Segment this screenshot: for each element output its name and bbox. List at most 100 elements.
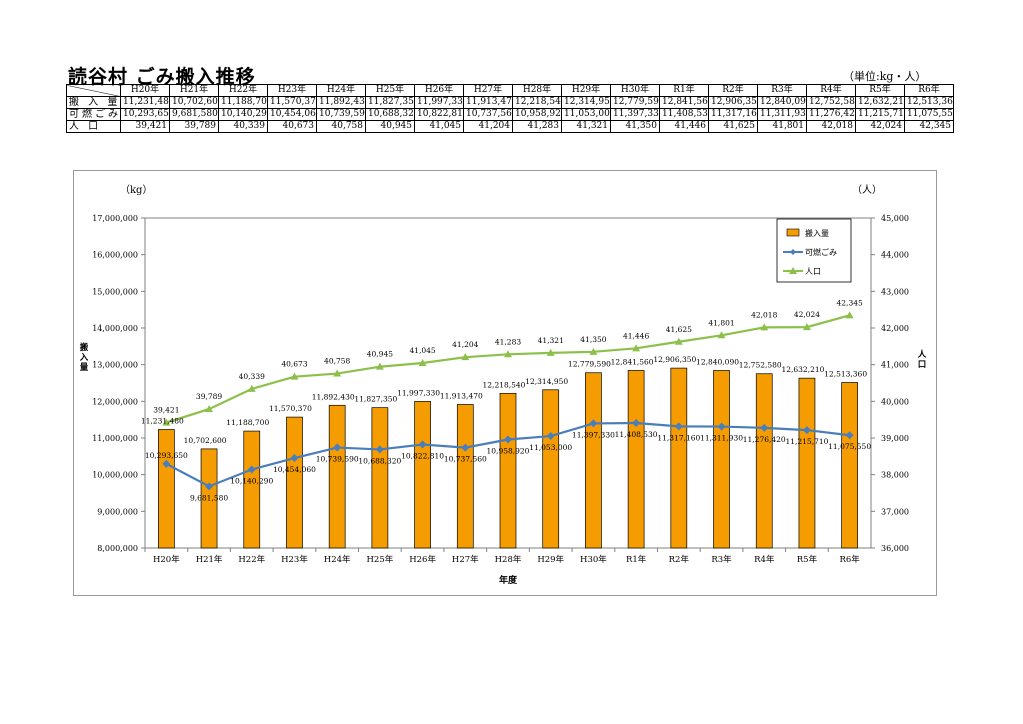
combo-chart: 8,000,000 9,000,000 10,000,000 11,000,000 12… (79, 184, 927, 586)
population-data-label: 42,018 (751, 310, 777, 319)
x-tick-label: R6年 (839, 554, 860, 565)
bar-data-label: 12,841,560 (611, 357, 654, 366)
table-year-header: R4年 (806, 84, 856, 97)
table-year-header: H23年 (267, 84, 317, 97)
point-人口 (461, 353, 470, 361)
table-year-header: R2年 (708, 84, 758, 97)
point-可燃ごみ (845, 431, 854, 440)
table-row-label: 可燃ごみ (66, 108, 121, 121)
bar-data-label: 12,840,090 (696, 358, 739, 367)
bar-R3年 (713, 370, 730, 549)
table-year-header: H28年 (512, 84, 562, 97)
left-tick-label: 14,000,000 (92, 324, 138, 333)
table-year-header: H30年 (610, 84, 660, 97)
table-cell: 40,339 (218, 120, 268, 133)
table-row: 可燃ごみ 10,293,650 9,681,580 10,140,290 10,454,… (66, 108, 954, 121)
table-cell: 41,321 (561, 120, 611, 133)
table-cell: 41,204 (463, 120, 513, 133)
population-data-label: 40,673 (281, 360, 307, 369)
kanen-data-label: 10,688,320 (358, 456, 401, 465)
point-人口 (504, 350, 512, 358)
right-tick-label: 41,000 (881, 361, 909, 370)
x-tick-label: R4年 (754, 554, 775, 565)
table-cell: 11,215,710 (855, 108, 905, 121)
table-cell: 11,913,470 (463, 96, 513, 109)
bar-H28年 (499, 392, 517, 549)
bar-H23年 (286, 416, 303, 549)
x-tick-label: R5年 (797, 554, 818, 565)
table-cell: 40,758 (316, 120, 366, 133)
x-tick-label: H28年 (495, 554, 522, 565)
bar-data-label: 11,892,430 (312, 392, 355, 401)
population-data-label: 39,789 (196, 392, 222, 401)
bar-H22年 (243, 430, 261, 549)
table-cell: 11,997,330 (414, 96, 464, 109)
table-cell: 11,276,420 (806, 108, 856, 121)
left-tick-label: 15,000,000 (92, 287, 138, 296)
bar-data-label: 12,218,540 (483, 380, 526, 389)
right-tick-label: 37,000 (881, 507, 909, 516)
legend-marker-diamond (790, 249, 796, 255)
table-cell: 40,673 (267, 120, 317, 133)
x-tick-label: H21年 (196, 554, 223, 565)
table-cell: 41,045 (414, 120, 464, 133)
legend-label: 可燃ごみ (805, 247, 837, 257)
population-data-label: 39,421 (153, 406, 179, 415)
kanen-data-label: 11,408,530 (615, 430, 658, 439)
point-人口 (632, 344, 641, 352)
bar-H20年 (158, 429, 175, 549)
table-cell: 10,739,590 (316, 108, 366, 121)
bar-R5年 (798, 377, 816, 549)
table-cell: 11,311,930 (757, 108, 807, 121)
table-cell: 10,702,600 (169, 96, 219, 109)
x-tick-label: H25年 (367, 554, 394, 565)
table-cell: 42,345 (904, 120, 954, 133)
bar-data-label: 11,231,480 (141, 417, 184, 426)
x-tick-label: H24年 (324, 554, 351, 565)
x-axis-label: 年度 (499, 574, 518, 586)
population-data-label: 41,625 (666, 325, 692, 334)
table-row: 人 口 39,421 39,789 40,339 40,673 40,758 40,945 4… (66, 120, 954, 133)
bar-R2年 (670, 367, 688, 549)
bar-data-label: 12,314,950 (525, 377, 568, 386)
table-year-header: R1年 (659, 84, 709, 97)
point-人口 (290, 372, 299, 380)
table-cell: 41,625 (708, 120, 758, 133)
kanen-data-label: 10,739,590 (316, 455, 359, 464)
table-year-header: R3年 (757, 84, 807, 97)
table-cell: 12,513,360 (904, 96, 954, 109)
page-title: 読谷村 ごみ搬入推移 (68, 66, 256, 88)
point-可燃ごみ (375, 445, 384, 454)
table-cell: 12,752,580 (806, 96, 856, 109)
table-cell: 41,446 (659, 120, 709, 133)
table-cell: 42,024 (855, 120, 905, 133)
kanen-data-label: 11,317,160 (657, 433, 700, 442)
population-data-label: 41,321 (538, 336, 564, 345)
point-可燃ごみ (418, 440, 427, 449)
population-data-label: 40,945 (367, 350, 393, 359)
bar-data-label: 11,827,350 (354, 395, 397, 404)
point-人口 (589, 347, 598, 355)
point-可燃ごみ (674, 422, 683, 431)
table-cell: 11,231,480 (120, 96, 170, 109)
table-cell: 39,421 (120, 120, 170, 133)
table-year-header: R5年 (855, 84, 905, 97)
table-cell: 10,293,650 (120, 108, 170, 121)
table-cell: 41,350 (610, 120, 660, 133)
bar-data-label: 12,906,350 (653, 355, 696, 364)
left-axis-unit: （kg） (120, 184, 152, 196)
table-year-header: H21年 (169, 84, 219, 97)
table-cell: 9,681,580 (169, 108, 219, 121)
table-cell: 12,906,350 (708, 96, 758, 109)
population-data-label: 40,339 (239, 372, 265, 381)
kanen-data-label: 10,454,060 (273, 465, 316, 474)
kanen-data-label: 10,737,560 (444, 455, 487, 464)
table-year-header: H22年 (218, 84, 268, 97)
bar-H25年 (371, 407, 389, 549)
population-data-label: 41,283 (495, 337, 521, 346)
kanen-data-label: 10,958,920 (487, 447, 530, 456)
legend-label: 搬入量 (805, 228, 829, 238)
point-人口 (162, 418, 171, 426)
point-人口 (760, 323, 769, 331)
right-tick-label: 39,000 (881, 434, 909, 443)
